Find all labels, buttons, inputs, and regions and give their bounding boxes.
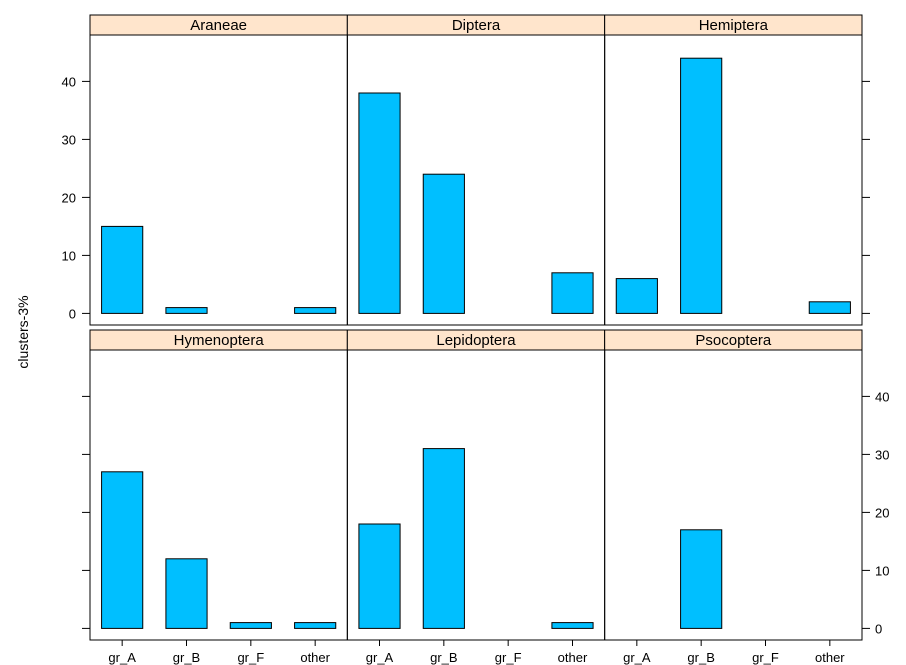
bar-hymenoptera-other — [294, 622, 337, 629]
bar-lepidoptera-other — [551, 622, 594, 629]
strip-label-hymenoptera: Hymenoptera — [174, 332, 265, 349]
bar-lepidoptera-gr_b — [422, 448, 465, 629]
x-tick-label-col3-gr_a: gr_A — [623, 650, 651, 665]
panel-frame-psocoptera — [604, 349, 863, 641]
x-tick-label-col1-other: other — [300, 650, 330, 665]
y-tick-label-left-20: 20 — [62, 190, 76, 205]
y-axis-title: clusters-3% — [15, 295, 31, 368]
bar-hymenoptera-gr_b — [165, 558, 208, 629]
panel-frame-hemiptera — [604, 34, 863, 326]
x-tick-label-col2-other: other — [558, 650, 588, 665]
bar-diptera-gr_a — [358, 92, 401, 314]
y-tick-label-left-40: 40 — [62, 74, 76, 89]
y-tick-label-left-0: 0 — [69, 306, 76, 321]
chart-marks: Araneae Diptera Hemiptera Hymenoptera Lepido… — [62, 14, 889, 665]
bar-psocoptera-gr_b — [680, 529, 723, 629]
strip-label-psocoptera: Psocoptera — [695, 332, 772, 349]
y-tick-label-left-30: 30 — [62, 132, 76, 147]
x-tick-label-col3-gr_f: gr_F — [752, 650, 779, 665]
bar-hemiptera-other — [808, 301, 851, 314]
bar-hemiptera-gr_a — [615, 278, 658, 314]
y-tick-label-right-30: 30 — [875, 447, 889, 462]
x-tick-label-col2-gr_f: gr_F — [495, 650, 522, 665]
x-tick-label-col3-other: other — [815, 650, 845, 665]
x-tick-label-col2-gr_a: gr_A — [366, 650, 394, 665]
bar-araneae-gr_a — [101, 225, 144, 314]
bar-hymenoptera-gr_f — [229, 622, 272, 629]
bar-diptera-other — [551, 272, 594, 314]
x-tick-label-col1-gr_b: gr_B — [173, 650, 200, 665]
bar-araneae-other — [294, 307, 337, 314]
x-tick-label-col3-gr_b: gr_B — [687, 650, 714, 665]
x-tick-label-col1-gr_f: gr_F — [237, 650, 264, 665]
strip-label-araneae: Araneae — [190, 17, 247, 34]
x-tick-label-col2-gr_b: gr_B — [430, 650, 457, 665]
bar-araneae-gr_b — [165, 307, 208, 314]
x-tick-label-col1-gr_a: gr_A — [108, 650, 136, 665]
bar-diptera-gr_b — [422, 173, 465, 314]
bar-hemiptera-gr_b — [680, 57, 723, 314]
strip-label-lepidoptera: Lepidoptera — [436, 332, 516, 349]
strip-label-hemiptera: Hemiptera — [699, 17, 769, 34]
y-tick-label-left-10: 10 — [62, 248, 76, 263]
y-tick-label-right-20: 20 — [875, 505, 889, 520]
y-tick-label-right-40: 40 — [875, 389, 889, 404]
y-tick-label-right-0: 0 — [875, 621, 882, 636]
bar-lepidoptera-gr_a — [358, 523, 401, 629]
y-tick-label-right-10: 10 — [875, 563, 889, 578]
bar-hymenoptera-gr_a — [101, 471, 144, 629]
strip-label-diptera: Diptera — [452, 17, 501, 34]
